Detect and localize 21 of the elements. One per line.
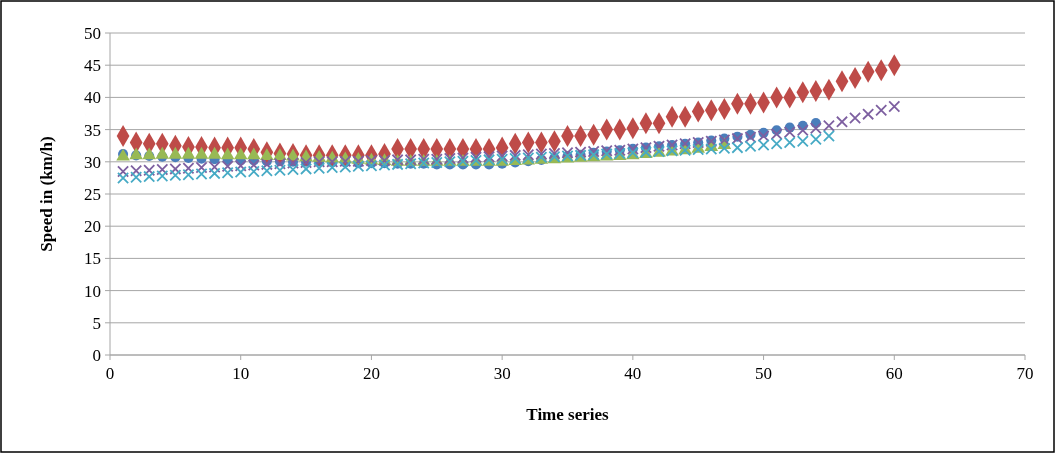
y-tick-label: 35	[84, 120, 101, 140]
y-tick-label: 20	[84, 217, 101, 237]
y-tick-label: 25	[84, 184, 101, 204]
x-tick-label: 50	[755, 364, 773, 383]
x-tick-label: 60	[885, 364, 903, 383]
x-axis-title: Time series	[526, 405, 610, 424]
y-tick-label: 40	[84, 88, 101, 108]
y-tick-label: 15	[84, 249, 101, 269]
x-tick-label: 30	[493, 364, 511, 383]
x-tick-label: 40	[624, 364, 642, 383]
x-tick-label: 0	[105, 364, 115, 383]
y-tick-label: 50	[84, 23, 101, 43]
y-tick-label: 5	[92, 313, 101, 333]
x-tick-label: 20	[362, 364, 380, 383]
y-tick-label: 45	[84, 56, 101, 76]
x-tick-label: 70	[1016, 364, 1034, 383]
y-axis-title: Speed in (km/h)	[37, 136, 56, 252]
y-tick-label: 30	[84, 152, 101, 172]
x-tick-label: 10	[232, 364, 250, 383]
y-tick-label: 10	[84, 281, 101, 301]
y-tick-label: 0	[92, 345, 101, 365]
